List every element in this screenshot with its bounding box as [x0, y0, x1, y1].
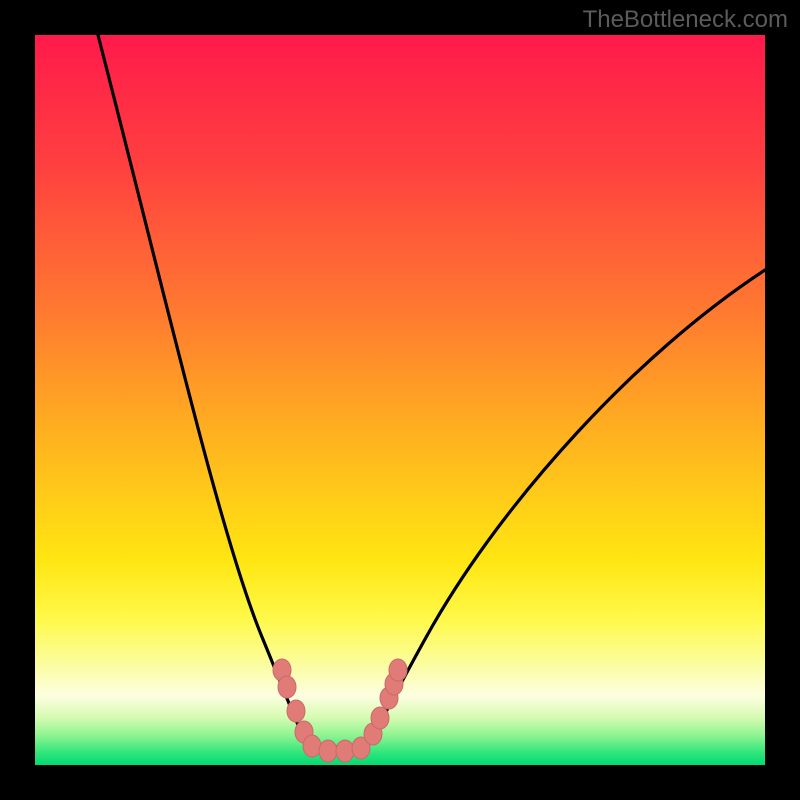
plot-area	[35, 35, 765, 765]
bead	[319, 740, 337, 762]
bead	[278, 676, 296, 698]
watermark-text: TheBottleneck.com	[583, 6, 788, 34]
bead	[389, 659, 407, 681]
bead-group	[273, 659, 407, 762]
curve-left-arm	[98, 35, 308, 747]
bottleneck-curve-svg	[35, 35, 765, 765]
bead	[371, 707, 389, 729]
bead	[303, 735, 321, 757]
bead	[336, 740, 354, 762]
bead	[287, 700, 305, 722]
curve-right-arm	[367, 270, 765, 747]
